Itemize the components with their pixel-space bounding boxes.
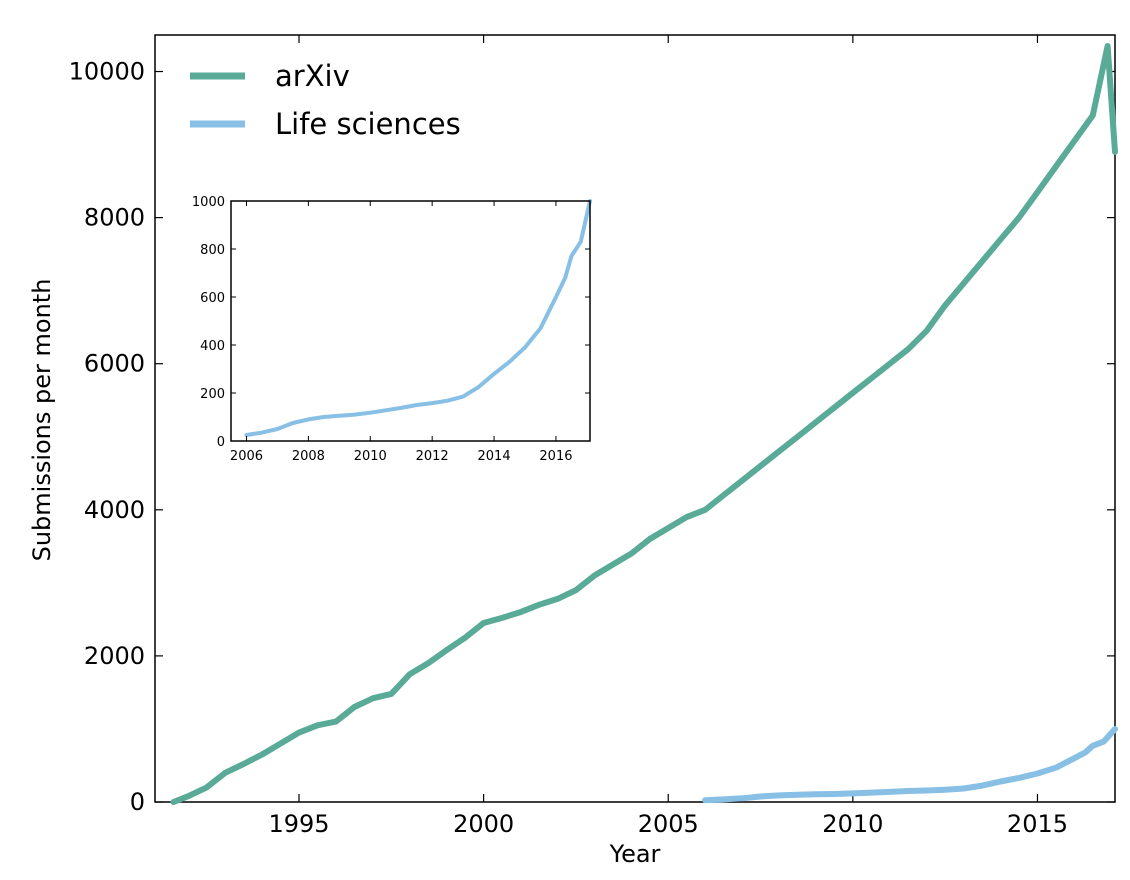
x-tick-label: 2000 [453,810,514,838]
inset-lines [244,199,592,437]
inset-frame [230,200,591,442]
inset-x-tick-label: 2012 [416,449,449,464]
legend-label-arxiv: arXiv [275,59,350,93]
y-tick-label: 2000 [84,642,145,670]
main-plot: 1995 2000 2005 2010 2015 0200040006000800010… [28,34,1118,868]
inset-series-line-life-sciences [244,199,592,437]
main-plot-frame [154,34,1116,803]
inset-y-tick-label: 0 [217,435,225,450]
inset-y-tick-label: 1000 [192,195,225,210]
y-tick-label: 10000 [69,58,145,86]
legend-label-life-sciences: Life sciences [275,107,461,141]
main-lines [170,43,1118,805]
series-line-life-sciences [702,726,1118,804]
inset-y-ticks: 0 200 400 600 800 1000 [192,195,590,450]
inset-x-tick-label: 2010 [354,449,387,464]
x-tick-label: 2010 [822,810,883,838]
inset-x-tick-label: 2014 [478,449,511,464]
series-line-arxiv [170,43,1118,805]
inset-x-tick-label: 2008 [292,449,325,464]
inset-y-tick-label: 400 [200,339,225,354]
legend: arXiv Life sciences [190,59,461,141]
inset-plot: 2006 2008 2010 2012 2014 2016 0 200 400 600 800 10… [192,195,592,464]
y-tick-label: 8000 [84,204,145,232]
inset-x-tick-label: 2006 [230,449,263,464]
y-tick-label: 4000 [84,496,145,524]
y-tick-label: 0 [130,788,145,816]
inset-x-ticks: 2006 2008 2010 2012 2014 2016 [230,201,573,464]
main-x-ticks: 1995 2000 2005 2010 2015 [268,35,1068,838]
x-axis-label: Year [609,840,661,868]
inset-y-tick-label: 200 [200,387,225,402]
y-tick-label: 6000 [84,350,145,378]
x-tick-label: 2005 [638,810,699,838]
y-axis-label: Submissions per month [28,279,56,562]
inset-background [231,201,590,441]
inset-y-tick-label: 800 [200,243,225,258]
x-tick-label: 2015 [1007,810,1068,838]
inset-x-tick-label: 2016 [539,449,572,464]
x-tick-label: 1995 [268,810,329,838]
inset-y-tick-label: 600 [200,291,225,306]
